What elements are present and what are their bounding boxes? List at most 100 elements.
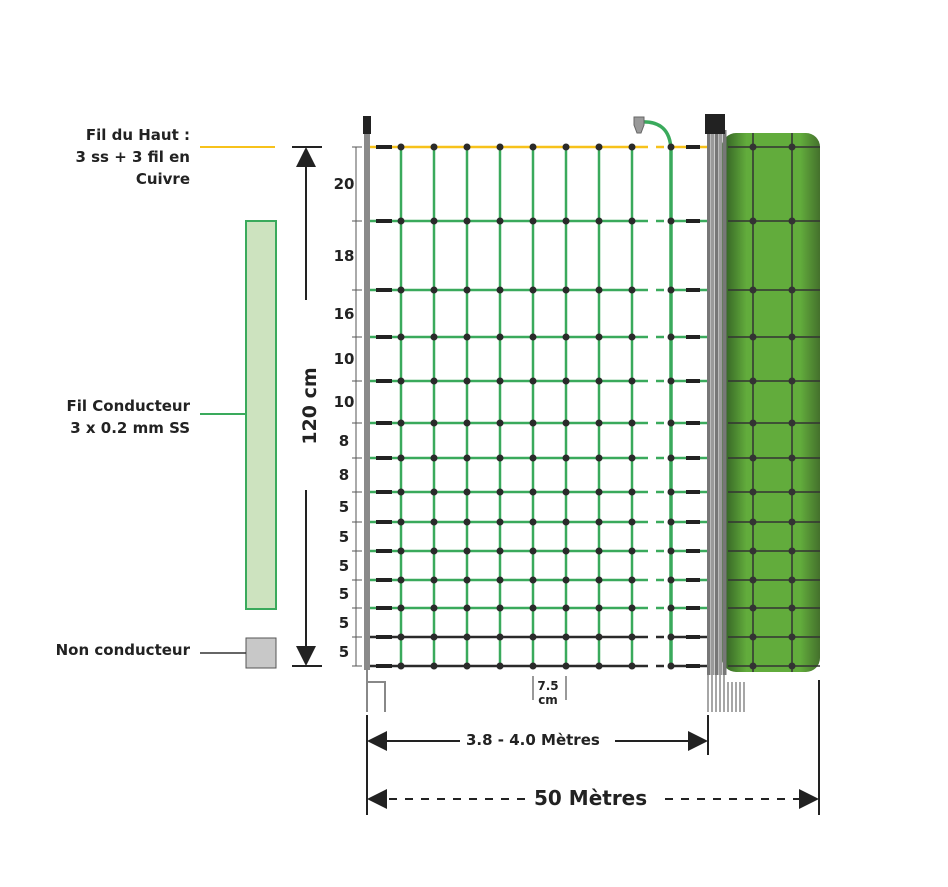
knot [667,633,675,641]
knot [667,576,675,584]
knot [430,576,438,584]
knot [496,333,504,341]
knot [463,333,471,341]
knot [667,454,675,462]
stacked-post-cap [713,114,717,134]
knot [628,217,636,225]
knot [667,662,675,670]
knot [463,604,471,612]
knot [628,454,636,462]
roll-knot [749,454,757,462]
knot [496,217,504,225]
knot [397,377,405,385]
knot [496,454,504,462]
connector-clip-icon [633,116,645,134]
fence-roll [722,133,820,672]
knot [595,547,603,555]
knot [562,547,570,555]
knot [430,143,438,151]
knot [667,333,675,341]
mesh-width-unit: cm [538,693,558,707]
wire-spacing-label: 5 [338,498,350,516]
knot [397,662,405,670]
knot [496,633,504,641]
roll-knot [749,518,757,526]
roll-knot [788,576,796,584]
knot [430,488,438,496]
knot [463,488,471,496]
knot [463,633,471,641]
wire-spacing-label: 10 [333,393,355,411]
knot [397,488,405,496]
wire-spacing-label: 8 [338,431,350,450]
post-spacing-label: 3.8 - 4.0 Mètres [460,731,606,749]
wire-spacing-label: 8 [338,466,350,484]
knot [397,143,405,151]
knot [628,662,636,670]
knot [562,454,570,462]
stacked-post-cap [721,114,725,134]
knot [397,633,405,641]
knot [529,518,537,526]
wire-spacing-label: 5 [338,642,350,661]
knot [595,454,603,462]
knot [529,454,537,462]
knot [430,217,438,225]
knot [667,419,675,427]
knot [667,488,675,496]
stacked-post-cap [717,114,721,134]
knot [397,454,405,462]
roll-knot [788,286,796,294]
knot [463,518,471,526]
knot [595,518,603,526]
knot [430,286,438,294]
stacked-post [719,130,723,675]
knot [628,286,636,294]
knot [595,333,603,341]
knot [496,377,504,385]
knot [529,547,537,555]
knot [595,419,603,427]
knot [529,419,537,427]
non-conductor-label: Non conducteur [55,641,190,659]
knot [397,576,405,584]
end-strut [639,120,673,666]
roll-knot [749,488,757,496]
stacked-post [715,130,719,675]
knot [562,633,570,641]
knot [595,286,603,294]
knot [529,576,537,584]
roll-knot [788,662,796,670]
knot [463,419,471,427]
knot [496,662,504,670]
knot [562,143,570,151]
knot [562,377,570,385]
knot [562,217,570,225]
knot [463,286,471,294]
knot [529,377,537,385]
mesh-width-label: 7.5 cm [530,679,566,707]
knot [562,333,570,341]
knot [397,547,405,555]
knot [397,419,405,427]
knot [562,604,570,612]
roll-knot [749,377,757,385]
roll-knot [788,604,796,612]
knot [595,488,603,496]
knot [496,518,504,526]
knot [562,662,570,670]
knot [628,604,636,612]
knot [463,576,471,584]
roll-knot [749,547,757,555]
top-wire-label: Fil du Haut : 3 ss + 3 fil en Cuivre [20,124,190,190]
knot [463,662,471,670]
knot [496,604,504,612]
knot [667,217,675,225]
knot [667,547,675,555]
knot [529,488,537,496]
post-spike [366,668,386,712]
knot [496,576,504,584]
roll-knot [788,377,796,385]
wire-spacing-label: 10 [333,350,355,368]
wire-spacing-label: 5 [338,585,350,603]
